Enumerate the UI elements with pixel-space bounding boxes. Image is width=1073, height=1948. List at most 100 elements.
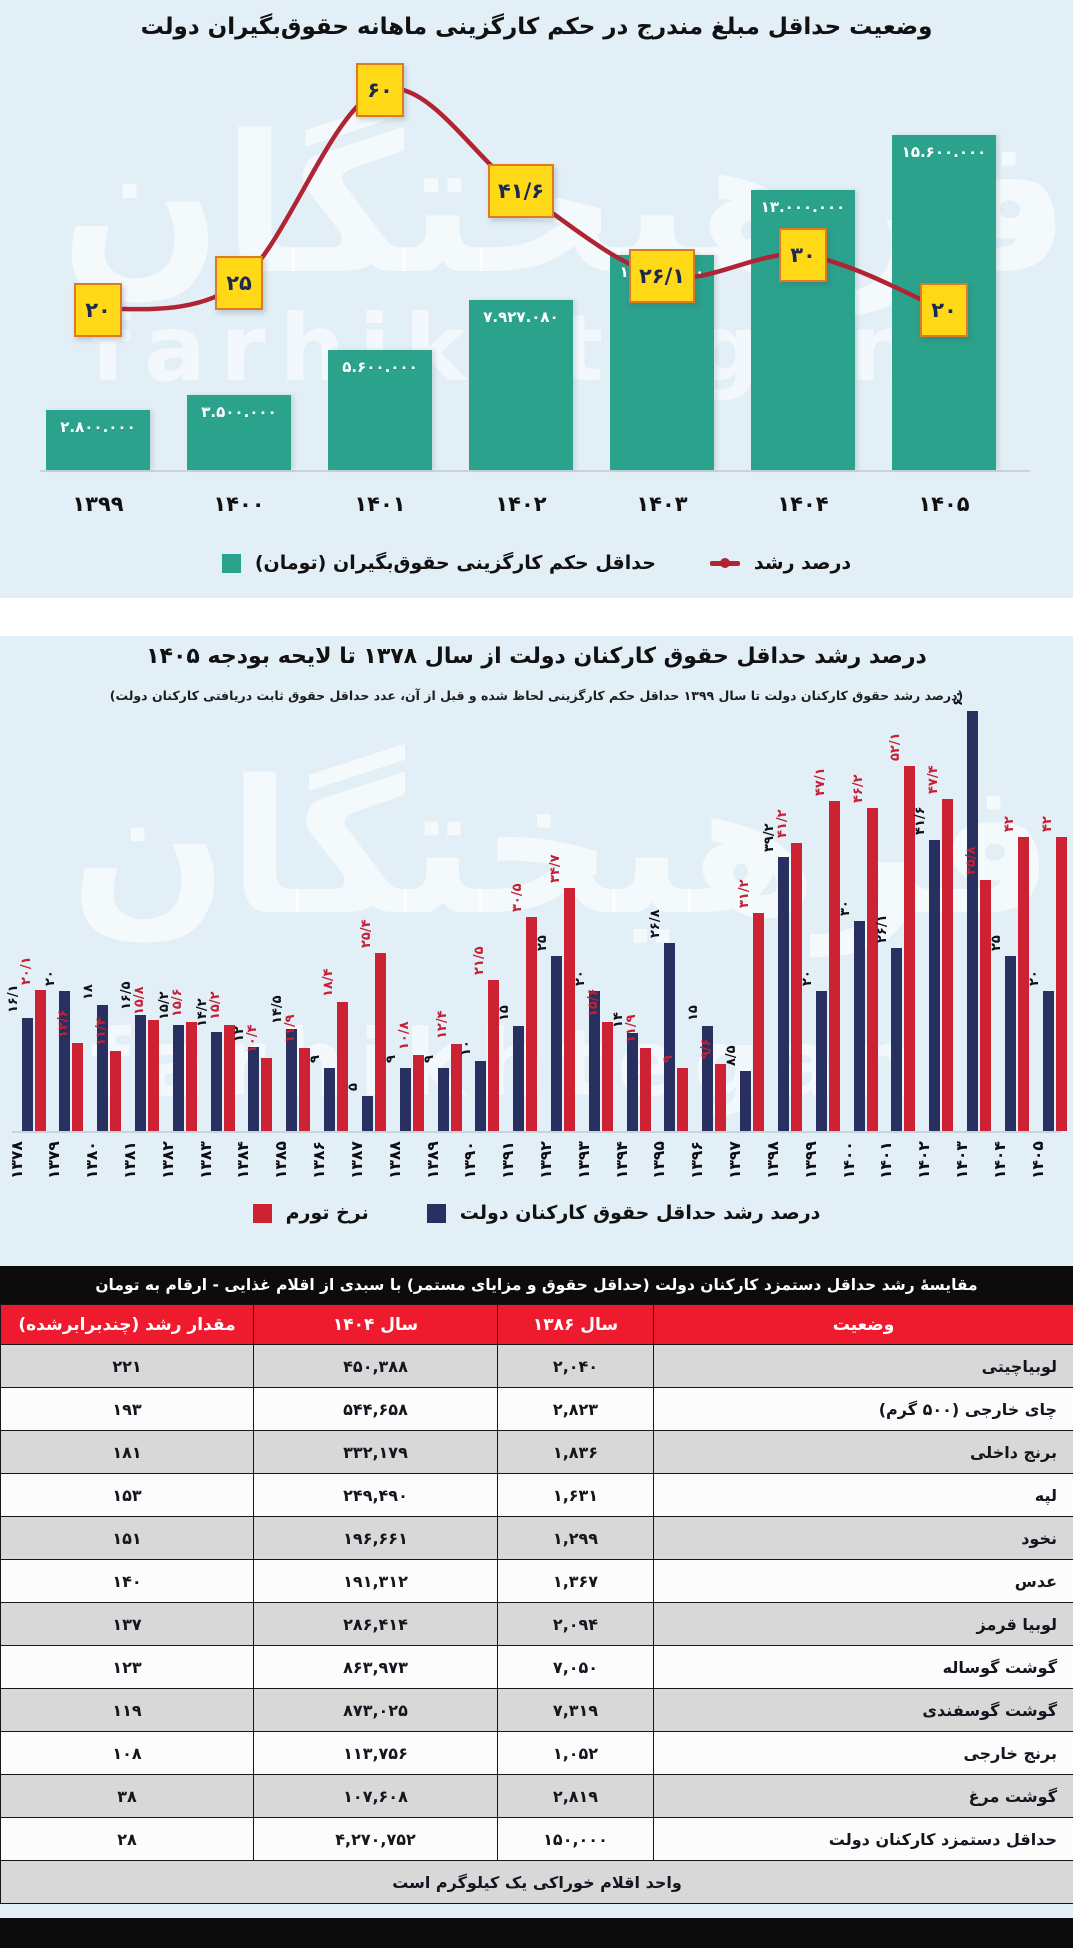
- inflation-value-label: ۴۷/۱: [812, 767, 828, 796]
- chart2-legend: نرخ تورم درصد رشد حداقل حقوق کارکنان دول…: [0, 1202, 1073, 1224]
- inflation-bar-۱۳۹۹: [828, 801, 840, 1131]
- x-axis-year-label: ۱۳۹۹: [801, 1141, 820, 1179]
- salary-growth-value-label: ۱۵: [686, 1005, 702, 1021]
- table-row: عدس ۱,۳۶۷ ۱۹۱,۳۱۲ ۱۴۰: [0, 1559, 1073, 1603]
- inflation-value-label: ۳۱/۲: [737, 879, 753, 908]
- cell-growth-multiple: ۳۸: [0, 1774, 254, 1818]
- inflation-bar-۱۴۰۲: [942, 799, 954, 1131]
- chart1-legend: حداقل حکم کارگزینی حقوق‌بگیران (تومان) د…: [0, 552, 1073, 574]
- inflation-value-label: ۱۸/۴: [321, 968, 337, 997]
- salary-growth-value-label: ۲۶/۸: [648, 909, 664, 938]
- salary-growth-bar-۱۳۸۸: [399, 1068, 411, 1131]
- salary-growth-bar-۱۴۰۳: [967, 711, 978, 1131]
- cell-item: نخود: [653, 1516, 1073, 1560]
- x-axis-year-label: ۱۳۹۷: [726, 1141, 745, 1179]
- cell-growth-multiple: ۱۰۸: [0, 1731, 254, 1775]
- cell-item: عدس: [653, 1559, 1073, 1603]
- inflation-value-label: ۱۰/۸: [396, 1021, 412, 1050]
- growth-label-tag: ۲۰: [920, 283, 968, 337]
- table-row: گوشت مرغ ۲,۸۱۹ ۱۰۷,۶۰۸ ۳۸: [0, 1774, 1073, 1818]
- salary-growth-bar-۱۳۹۲: [551, 956, 562, 1131]
- inflation-bar-۱۳۹۵: [677, 1068, 689, 1131]
- bottom-black-band: [0, 1918, 1073, 1948]
- column-header-1386: سال ۱۳۸۶: [497, 1304, 654, 1345]
- inflation-bar-۱۴۰۴: [1017, 837, 1029, 1131]
- inflation-value-label: ۱۵/۶: [585, 988, 601, 1017]
- bar-value-label: ۷.۹۲۷.۰۸۰: [483, 308, 559, 326]
- x-axis-year-label: ۱۳۹۵: [650, 1141, 669, 1179]
- cell-item: گوشت مرغ: [653, 1774, 1073, 1818]
- salary-growth-value-label: ۲۰: [572, 970, 588, 986]
- inflation-bar-۱۳۸۵: [299, 1048, 311, 1131]
- inflation-bar-۱۳۹۱: [526, 917, 538, 1131]
- x-axis-year-label: ۱۳۷۸: [7, 1141, 26, 1179]
- cell-price-1404: ۸۶۳,۹۷۳: [253, 1645, 498, 1689]
- inflation-bar-۱۴۰۱: [904, 766, 916, 1131]
- inflation-value-label: ۳۰/۵: [510, 883, 526, 912]
- cell-price-1386: ۱,۶۳۱: [497, 1473, 654, 1517]
- cell-item: حداقل دستمزد کارکنان دولت: [653, 1817, 1073, 1861]
- x-axis-year-label: ۱۳۸۵: [272, 1141, 291, 1179]
- salary-growth-bar-۱۳۹۷: [740, 1071, 752, 1131]
- inflation-bar-۱۳۹۰: [488, 980, 500, 1131]
- table-row: نخود ۱,۲۹۹ ۱۹۶,۶۶۱ ۱۵۱: [0, 1516, 1073, 1560]
- salary-growth-value-label: ۹: [308, 1055, 324, 1063]
- x-axis-year-label: ۱۳۸۷: [347, 1141, 366, 1179]
- inflation-bar-۱۳۸۴: [261, 1058, 273, 1131]
- salary-growth-bar-۱۴۰۱: [891, 948, 903, 1131]
- cell-price-1404: ۲۸۶,۴۱۴: [253, 1602, 498, 1646]
- salary-growth-bar-۱۳۹۳: [588, 991, 600, 1131]
- x-axis-year-label: ۱۳۹۹: [72, 492, 124, 516]
- x-axis-year-label: ۱۴۰۲: [915, 1141, 934, 1179]
- bar-۱۴۰۰: [187, 395, 291, 470]
- growth-label-tag: ۶۰: [356, 63, 404, 117]
- bar-series-legend-label: حداقل حکم کارگزینی حقوق‌بگیران (تومان): [254, 552, 656, 574]
- inflation-bar-۱۳۸۱: [148, 1020, 159, 1131]
- inflation-value-label: ۲۰/۱: [18, 956, 34, 985]
- cell-item: چای خارجی (۵۰۰ گرم): [653, 1387, 1073, 1431]
- chart2-baseline: [12, 1131, 1061, 1133]
- cell-price-1404: ۴,۲۷۰,۷۵۲: [253, 1817, 498, 1861]
- salary-growth-value-label: ۸/۵: [724, 1045, 740, 1066]
- x-axis-year-label: ۱۳۷۹: [45, 1141, 64, 1179]
- x-axis-year-label: ۱۴۰۰: [839, 1141, 858, 1179]
- salary-growth-value-label: ۲۰: [799, 970, 815, 986]
- inflation-value-label: ۱۰/۴: [245, 1024, 261, 1053]
- salary-growth-value-label: ۱۰: [459, 1040, 475, 1056]
- salary-growth-value-label: ۹: [383, 1055, 399, 1063]
- table-footer-note: واحد اقلام خوراکی یک کیلوگرم است: [0, 1860, 1073, 1904]
- salary-growth-bar-۱۳۸۷: [361, 1096, 373, 1131]
- salary-growth-value-label: ۲۰: [43, 970, 59, 986]
- cell-item: برنج داخلی: [653, 1430, 1073, 1474]
- cell-growth-multiple: ۱۴۰: [0, 1559, 254, 1603]
- salary-growth-value-label: ۱۶/۱: [5, 984, 21, 1013]
- x-axis-year-label: ۱۳۸۴: [234, 1141, 253, 1179]
- bar-value-label: ۱۵.۶۰۰.۰۰۰: [901, 143, 987, 161]
- salary-growth-bar-۱۳۹۵: [664, 943, 676, 1131]
- inflation-swatch: [252, 1203, 272, 1223]
- chart2-title: درصد رشد حداقل حقوق کارکنان دولت از سال …: [146, 644, 927, 669]
- salary-growth-value-label: ۲۵: [988, 935, 1004, 951]
- growth-label-tag: ۳۰: [779, 228, 827, 282]
- x-axis-year-label: ۱۴۰۰: [213, 492, 265, 516]
- salary-growth-bar-۱۳۸۱: [135, 1015, 146, 1131]
- inflation-bar-۱۳۸۶: [337, 1002, 349, 1131]
- cell-price-1404: ۴۵۰,۳۸۸: [253, 1344, 498, 1388]
- cell-growth-multiple: ۱۳۷: [0, 1602, 254, 1646]
- chart1-baseline: [40, 470, 1030, 472]
- inflation-bar-۱۳۹۲: [564, 888, 575, 1131]
- cell-price-1404: ۵۴۴,۶۵۸: [253, 1387, 498, 1431]
- inflation-bar-۱۳۹۳: [601, 1022, 613, 1131]
- cell-growth-multiple: ۲۸: [0, 1817, 254, 1861]
- x-axis-year-label: ۱۳۹۶: [688, 1141, 707, 1179]
- x-axis-year-label: ۱۳۸۸: [385, 1141, 404, 1179]
- inflation-value-label: ۹/۶: [699, 1038, 715, 1059]
- growth-label-tag: ۴۱/۶: [488, 164, 554, 218]
- growth-label-tag: ۲۰: [74, 283, 122, 337]
- bar-series-swatch: [221, 553, 241, 573]
- table-row: گوشت گوسفندی ۷,۳۱۹ ۸۷۳,۰۲۵ ۱۱۹: [0, 1688, 1073, 1732]
- salary-growth-bar-۱۳۸۲: [172, 1025, 184, 1131]
- inflation-value-label: ۱۵/۶: [169, 988, 185, 1017]
- x-axis-year-label: ۱۳۸۲: [158, 1141, 177, 1179]
- inflation-value-label: ۱۱/۹: [283, 1014, 299, 1043]
